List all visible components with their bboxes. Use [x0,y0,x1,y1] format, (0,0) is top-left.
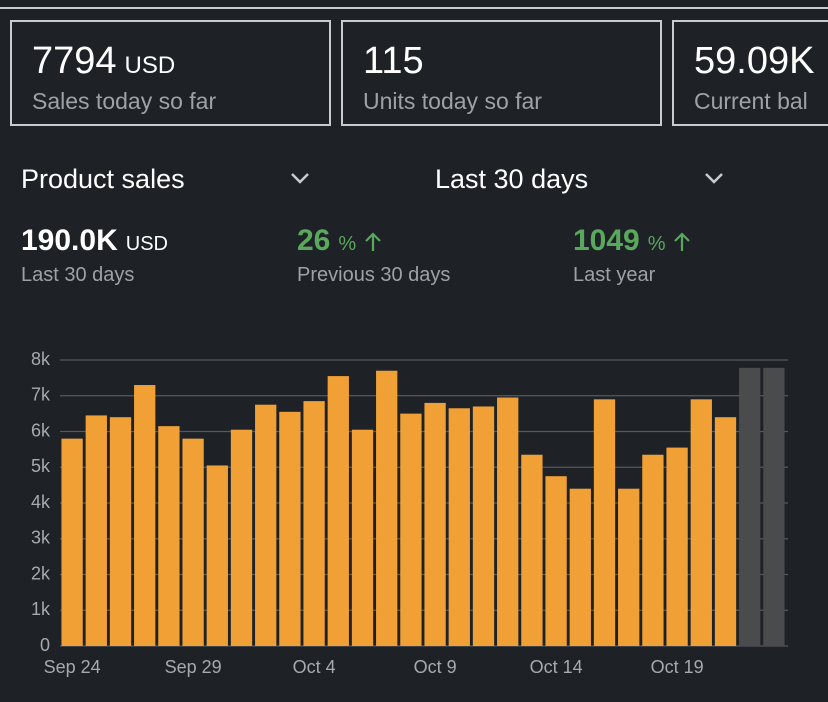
y-tick-label: 0 [40,635,50,655]
bar [400,413,422,646]
card-label: Units today so far [363,88,542,114]
x-tick-label: Oct 14 [530,657,583,677]
up-arrow-icon [364,232,381,251]
card-value: 7794 [32,40,117,82]
balance-card[interactable]: 59.09K Current bal [672,20,828,126]
bar [593,399,616,646]
bar [182,438,204,646]
bar [61,438,83,646]
card-value: 115 [363,40,424,82]
stat-value: 26 [297,224,331,257]
y-tick-label: 8k [31,349,51,369]
stat-previous: 26% Previous 30 days [297,224,450,286]
bar [327,376,349,646]
x-tick-label: Oct 4 [293,657,336,677]
chevron-icon[interactable] [289,170,311,186]
y-tick-label: 5k [31,456,51,476]
units-card[interactable]: 115 Units today so far [341,20,662,126]
stat-value: 1049 [573,224,640,257]
bar [85,415,107,646]
y-tick-label: 7k [31,385,51,405]
bar [497,397,519,646]
bar [448,408,470,646]
stat-value: 190.0K [21,224,118,257]
stat-total: 190.0K USD Last 30 days [21,224,168,286]
top-divider [0,7,828,9]
card-label: Sales today so far [32,88,217,114]
stat-unit: USD [125,233,168,255]
bar [618,488,640,646]
card-unit: USD [124,52,176,79]
bar [230,429,253,646]
chevron-icon[interactable] [703,170,725,186]
bar [714,417,737,646]
y-tick-label: 1k [31,599,51,619]
x-tick-label: Oct 9 [414,657,457,677]
bar [763,367,785,646]
bar [351,429,374,646]
x-tick-label: Sep 29 [165,657,222,677]
stat-label: Last year [573,264,656,286]
bar [206,465,228,646]
x-tick-label: Sep 24 [44,657,101,677]
bar [109,417,132,646]
bar [690,399,712,646]
x-tick-label: Oct 19 [651,657,704,677]
y-tick-label: 2k [31,563,51,583]
bar [279,411,301,646]
stat-unit: % [647,233,666,255]
card-value: 59.09K [694,40,815,82]
bar [158,426,180,646]
period-selector[interactable]: Last 30 days [435,164,589,194]
bar [134,385,156,646]
sales-card[interactable]: 7794 USD Sales today so far [10,20,331,126]
bar [521,454,543,646]
bar [666,447,688,646]
bar [303,401,325,646]
bar [472,406,495,646]
bar [376,370,398,646]
bar [255,404,277,646]
y-tick-label: 4k [31,492,51,512]
stat-label: Previous 30 days [297,264,451,286]
bar [642,454,664,646]
bar [739,367,761,646]
metric-selector[interactable]: Product sales [21,164,185,194]
stat-label: Last 30 days [21,264,135,286]
bar [569,488,591,646]
bar [424,402,446,646]
stat-last-year: 1049% Last year [573,224,691,286]
y-tick-label: 6k [31,420,51,440]
stat-unit: % [338,233,357,255]
card-label: Current bal [694,88,808,114]
y-tick-label: 3k [31,528,51,548]
bar [545,476,567,646]
up-arrow-icon [674,232,690,251]
